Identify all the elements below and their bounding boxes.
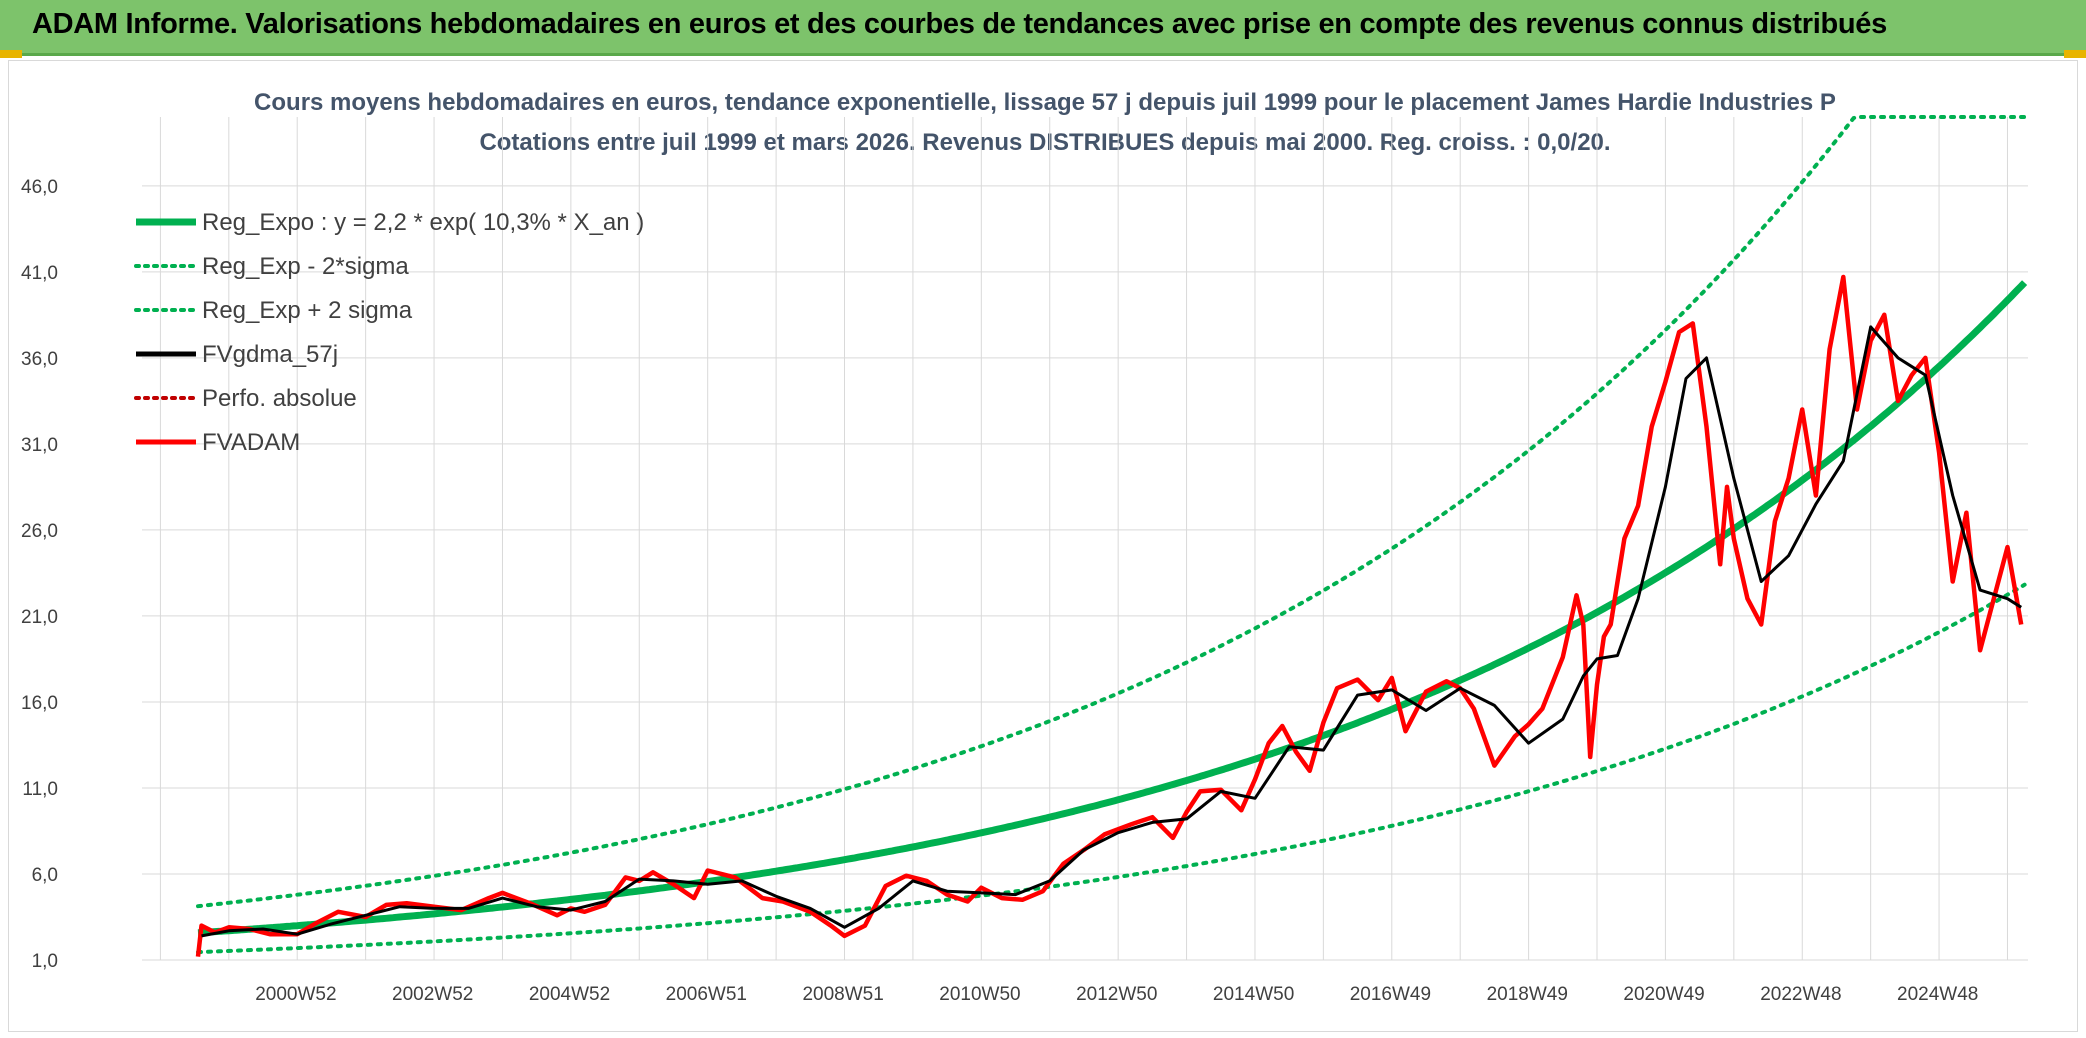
grid bbox=[142, 117, 2028, 961]
x-tick-label: 2020W49 bbox=[1623, 984, 1704, 1005]
axes: 1,0 6,0 11,0 16,0 21,0 26,0 31,0 36,0 41,0 46,0 20… bbox=[21, 177, 1978, 1005]
banner-corner-left bbox=[0, 50, 22, 58]
legend-label: Reg_Expo : y = 2,2 * exp( 10,3% * X_an ) bbox=[202, 209, 644, 236]
y-tick-label: 26,0 bbox=[21, 521, 58, 542]
x-tick-label: 2024W48 bbox=[1897, 984, 1978, 1005]
y-tick-label: 46,0 bbox=[21, 177, 58, 198]
x-tick-label: 2002W52 bbox=[392, 984, 473, 1005]
chart-title: Cours moyens hebdomadaires en euros, ten… bbox=[254, 89, 1836, 116]
x-tick-label: 2012W50 bbox=[1076, 984, 1157, 1005]
y-tick-label: 41,0 bbox=[21, 263, 58, 284]
series-fvadam bbox=[195, 274, 2024, 957]
y-tick-label: 36,0 bbox=[21, 349, 58, 370]
y-tick-label: 1,0 bbox=[32, 951, 58, 972]
chart-subtitle: Cotations entre juil 1999 et mars 2026. … bbox=[479, 129, 1610, 156]
legend-label: FVgdma_57j bbox=[202, 341, 338, 368]
report-title: ADAM Informe. Valorisations hebdomadaire… bbox=[32, 8, 1887, 40]
x-tick-label: 2006W51 bbox=[666, 984, 747, 1005]
series-fvgdma-57j bbox=[201, 325, 2022, 938]
legend-label: FVADAM bbox=[202, 429, 300, 456]
legend: Reg_Expo : y = 2,2 * exp( 10,3% * X_an )… bbox=[134, 209, 644, 456]
y-tick-label: 11,0 bbox=[22, 779, 58, 800]
series-reg-exp-plus-2sigma bbox=[196, 115, 2027, 909]
x-tick-label: 2004W52 bbox=[529, 984, 610, 1005]
y-tick-label: 16,0 bbox=[21, 693, 58, 714]
x-tick-label: 2014W50 bbox=[1213, 984, 1294, 1005]
series bbox=[195, 115, 2028, 957]
series-reg-exp-minus-2sigma bbox=[196, 582, 2027, 955]
x-tick-label: 2018W49 bbox=[1487, 984, 1568, 1005]
x-tick-label: 2010W50 bbox=[939, 984, 1020, 1005]
report-banner: ADAM Informe. Valorisations hebdomadaire… bbox=[0, 0, 2086, 56]
chart-frame bbox=[8, 60, 2078, 1032]
legend-label: Perfo. absolue bbox=[202, 385, 357, 412]
y-tick-label: 6,0 bbox=[32, 865, 58, 886]
y-tick-label: 31,0 bbox=[21, 435, 58, 456]
x-tick-label: 2022W48 bbox=[1760, 984, 1841, 1005]
x-tick-label: 2000W52 bbox=[255, 984, 336, 1005]
legend-label: Reg_Exp + 2 sigma bbox=[202, 297, 413, 324]
legend-label: Reg_Exp - 2*sigma bbox=[202, 253, 409, 280]
x-tick-label: 2016W49 bbox=[1350, 984, 1431, 1005]
banner-corner-right bbox=[2064, 50, 2086, 58]
series-reg-expo bbox=[197, 280, 2028, 937]
y-tick-label: 21,0 bbox=[21, 607, 58, 628]
x-tick-label: 2008W51 bbox=[802, 984, 883, 1005]
